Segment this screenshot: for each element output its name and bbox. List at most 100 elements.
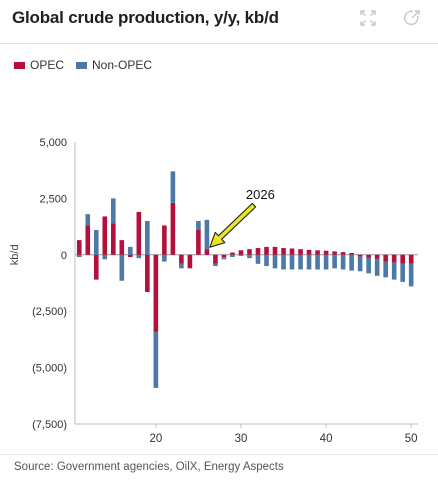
bar-opec xyxy=(332,251,337,255)
bar-opec xyxy=(281,248,286,255)
bar-opec xyxy=(255,248,261,255)
bar-opec xyxy=(400,254,405,264)
bar-opec xyxy=(136,211,142,255)
bar-non-opec xyxy=(289,254,295,270)
bar-opec xyxy=(340,252,346,255)
legend-swatch-opec xyxy=(14,61,25,69)
footer-divider xyxy=(0,454,438,455)
bar-non-opec xyxy=(332,254,337,269)
bar-non-opec xyxy=(85,214,91,226)
bar-opec xyxy=(230,252,235,255)
bar-non-opec xyxy=(111,198,116,224)
bar-non-opec xyxy=(76,254,82,258)
bar-opec xyxy=(272,246,278,255)
bar-opec xyxy=(196,229,201,255)
bar-non-opec xyxy=(255,254,261,264)
legend-swatch-non-opec xyxy=(76,61,88,69)
bar-non-opec xyxy=(230,254,235,258)
bar-opec xyxy=(349,252,354,255)
bar-opec xyxy=(162,225,167,255)
bar-non-opec xyxy=(170,171,176,203)
annotation-label: 2026 xyxy=(246,187,275,202)
annotation-arrow xyxy=(209,202,257,248)
legend: OPEC Non-OPEC xyxy=(14,58,164,72)
bar-non-opec xyxy=(93,229,99,255)
bar-opec xyxy=(366,254,371,258)
bar-non-opec xyxy=(196,220,201,230)
bar-non-opec xyxy=(349,254,354,271)
bar-opec xyxy=(187,254,193,269)
bar-opec xyxy=(315,250,320,255)
header-divider xyxy=(0,43,438,44)
bar-non-opec xyxy=(298,254,303,270)
bar-non-opec xyxy=(315,254,320,270)
y-tick-label: (5,000) xyxy=(32,363,67,375)
bar-opec xyxy=(204,249,210,255)
legend-label-opec: OPEC xyxy=(30,58,65,72)
bar-opec xyxy=(221,254,227,258)
bar-opec xyxy=(264,246,269,255)
x-tick-label: 50 xyxy=(405,433,418,445)
bar-opec xyxy=(357,254,363,257)
bar-non-opec xyxy=(383,261,388,278)
bar-opec xyxy=(289,248,295,255)
bar-non-opec xyxy=(145,220,150,255)
bar-opec xyxy=(306,249,312,255)
bar-non-opec xyxy=(221,257,227,260)
bar-non-opec xyxy=(306,254,312,270)
y-tick-label: (2,500) xyxy=(32,306,67,318)
bar-non-opec xyxy=(153,331,159,388)
bar-opec xyxy=(145,254,150,293)
bar-opec xyxy=(85,225,91,255)
bar-opec xyxy=(170,202,176,255)
bar-non-opec xyxy=(238,254,244,256)
bar-non-opec xyxy=(408,263,414,287)
chart-title: Global crude production, y/y, kb/d xyxy=(12,8,279,27)
bar-non-opec xyxy=(357,256,363,272)
bar-opec xyxy=(102,216,108,255)
bar-non-opec xyxy=(179,263,184,269)
bar-non-opec xyxy=(102,254,108,260)
bar-opec xyxy=(153,254,159,332)
bar-non-opec xyxy=(213,263,218,267)
bar-opec xyxy=(238,250,244,255)
bar-opec xyxy=(128,254,133,258)
bar-opec xyxy=(179,254,184,264)
bar-non-opec xyxy=(272,254,278,269)
bar-non-opec xyxy=(323,254,329,270)
bar-opec xyxy=(383,254,388,262)
y-axis-label: kb/d xyxy=(9,244,21,265)
y-tick-label: 2,500 xyxy=(39,193,67,205)
bar-non-opec xyxy=(247,254,252,259)
bar-non-opec xyxy=(374,258,380,276)
bar-opec xyxy=(111,223,116,255)
bar-opec xyxy=(93,254,99,280)
bar-opec xyxy=(374,254,380,259)
share-icon[interactable] xyxy=(402,8,422,28)
legend-item-non-opec: Non-OPEC xyxy=(76,58,152,72)
bar-non-opec xyxy=(128,246,133,255)
y-tick-label: 0 xyxy=(61,250,67,262)
bar-opec xyxy=(391,254,397,263)
expand-icon[interactable] xyxy=(358,8,378,28)
bar-non-opec xyxy=(366,257,371,274)
bar-chart: 5,000 2,500 0 (2,500) (5,000) (7,500) kb/d 20 30… xyxy=(9,137,418,445)
bar-non-opec xyxy=(264,254,269,267)
bar-non-opec xyxy=(162,254,167,262)
bar-non-opec xyxy=(136,254,142,259)
x-tick-label: 30 xyxy=(235,433,248,445)
bar-non-opec xyxy=(391,262,397,280)
bar-non-opec xyxy=(281,254,286,270)
bar-opec xyxy=(76,240,82,255)
bar-opec xyxy=(323,250,329,255)
bar-opec xyxy=(119,240,125,255)
bar-opec xyxy=(298,249,303,255)
legend-label-non-opec: Non-OPEC xyxy=(92,58,153,72)
legend-item-opec: OPEC xyxy=(14,58,64,72)
bar-non-opec xyxy=(400,263,405,282)
bar-non-opec xyxy=(204,219,210,250)
bar-non-opec xyxy=(119,254,125,281)
y-tick-label: (7,500) xyxy=(32,419,67,431)
source-note: Source: Government agencies, OilX, Energ… xyxy=(14,461,284,473)
x-tick-label: 40 xyxy=(320,433,333,445)
